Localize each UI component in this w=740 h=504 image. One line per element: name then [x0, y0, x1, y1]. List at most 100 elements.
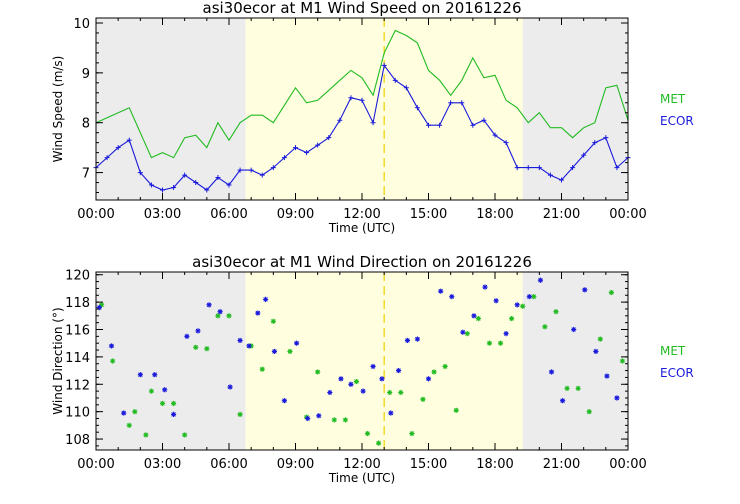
speed-ecor-point — [392, 77, 398, 83]
direction-ecor-point — [195, 328, 201, 334]
direction-ecor-point — [526, 294, 532, 300]
speed-ecor-point — [459, 100, 465, 106]
direction-y-axis-label: Wind Direction (°) — [51, 307, 65, 414]
direction-x-axis-label: Time (UTC) — [328, 471, 395, 485]
direction-met-point — [364, 430, 371, 437]
direction-met-point — [608, 289, 614, 296]
direction-x-tick-label: 18:00 — [476, 457, 513, 472]
speed-x-tick-label: 18:00 — [476, 207, 513, 222]
speed-ecor-point — [115, 145, 121, 151]
speed-ecor-point — [160, 187, 165, 193]
direction-met-point — [215, 313, 221, 319]
speed-ecor-point — [426, 122, 431, 128]
direction-ecor-point — [593, 348, 599, 355]
speed-ecor-point — [126, 137, 132, 143]
direction-met-point — [520, 303, 526, 309]
direction-met-point — [531, 294, 537, 300]
direction-met-point — [597, 336, 603, 342]
speed-ecor-point — [237, 167, 243, 173]
direction-ecor-point — [206, 302, 212, 308]
speed-x-tick-label: 00:00 — [609, 207, 646, 222]
speed-ecor-point — [137, 170, 143, 176]
speed-ecor-point — [581, 152, 587, 158]
direction-met-point — [110, 358, 116, 364]
speed-y-tick-label: 8 — [82, 117, 90, 132]
direction-x-tick-label: 00:00 — [77, 457, 114, 472]
direction-met-point — [486, 340, 493, 346]
direction-ecor-point — [370, 363, 376, 370]
speed-ecor-point — [414, 105, 420, 111]
speed-ecor-point — [104, 155, 110, 161]
speed-ecor-point — [148, 182, 154, 188]
direction-met-point — [170, 400, 177, 407]
direction-met-point — [143, 432, 149, 438]
direction-ecor-point — [237, 337, 243, 344]
speed-ecor-point — [315, 142, 321, 148]
direction-x-tick-label: 06:00 — [210, 457, 247, 472]
direction-ecor-point — [316, 413, 322, 419]
speed-ecor-point — [359, 97, 365, 103]
direction-met-point — [376, 440, 382, 446]
direction-met-point — [132, 409, 138, 415]
direction-met-point — [331, 417, 337, 423]
direction-met-point — [98, 302, 105, 308]
direction-y-tick-label: 112 — [65, 378, 90, 393]
speed-x-tick-label: 15:00 — [410, 207, 447, 222]
wind-speed-panel: 00:00 03:00 06:00 09:00 12:00 15:00 18:00 21:00… — [51, 0, 694, 235]
direction-ecor-point — [571, 326, 577, 333]
speed-x-tick-label: 21:00 — [543, 207, 580, 222]
direction-ecor-point — [503, 331, 509, 337]
speed-ecor-point — [470, 122, 476, 128]
speed-x-tick-label: 12:00 — [343, 207, 380, 222]
direction-ecor-point — [262, 296, 269, 302]
speed-y-axis-label: Wind Speed (m/s) — [51, 56, 65, 163]
speed-y-tick-label: 9 — [82, 67, 90, 82]
direction-x-tick-label: 03:00 — [144, 457, 181, 472]
direction-ecor-point — [305, 415, 311, 422]
direction-ecor-point — [388, 410, 394, 416]
direction-met-point — [431, 369, 437, 375]
speed-axis-ticks: 00:00 03:00 06:00 09:00 12:00 15:00 18:00 21:00… — [73, 17, 646, 222]
direction-ecor-point — [162, 387, 168, 393]
speed-ecor-point — [326, 135, 332, 141]
speed-ecor-point — [570, 165, 576, 171]
speed-chart-title: asi30ecor at M1 Wind Speed on 20161226 — [203, 0, 522, 17]
speed-met-line — [95, 29, 629, 159]
speed-ecor-point — [204, 187, 210, 193]
direction-met-point — [148, 388, 155, 394]
speed-ecor-point — [259, 172, 265, 178]
direction-ecor-point — [152, 372, 158, 378]
speed-ecor-point — [492, 132, 498, 138]
direction-axis-ticks: 00:00 03:00 06:00 09:00 12:00 15:00 18:00 21:00… — [65, 269, 647, 472]
direction-ecor-point — [548, 369, 555, 375]
direction-y-tick-label: 108 — [65, 433, 90, 448]
speed-ecor-point — [337, 117, 343, 123]
direction-met-point — [270, 318, 276, 324]
direction-ecor-point — [360, 388, 366, 394]
direction-y-tick-label: 116 — [65, 324, 90, 339]
direction-legend-ecor: ECOR — [660, 366, 694, 380]
direction-ecor-point — [493, 298, 499, 304]
speed-series-group — [93, 29, 631, 193]
direction-legend-met: MET — [660, 344, 686, 358]
direction-met-point — [509, 315, 515, 322]
direction-met-point — [287, 348, 293, 355]
direction-ecor-point — [379, 376, 385, 382]
direction-ecor-point — [327, 389, 333, 396]
speed-ecor-point — [215, 175, 221, 181]
speed-ecor-point — [547, 172, 553, 178]
speed-ecor-point — [614, 165, 620, 171]
speed-ecor-point — [370, 120, 376, 126]
direction-ecor-point — [184, 333, 190, 339]
direction-ecor-point — [471, 313, 477, 319]
direction-ecor-point — [217, 309, 223, 315]
direction-ecor-point — [170, 411, 177, 417]
direction-ecor-point — [227, 384, 233, 390]
direction-chart-title: asi30ecor at M1 Wind Direction on 201612… — [192, 253, 532, 271]
speed-x-tick-label: 09:00 — [277, 207, 314, 222]
direction-met-point — [226, 313, 232, 319]
direction-ecor-point — [338, 376, 344, 382]
speed-ecor-point — [304, 150, 310, 156]
speed-ecor-point — [226, 182, 232, 188]
